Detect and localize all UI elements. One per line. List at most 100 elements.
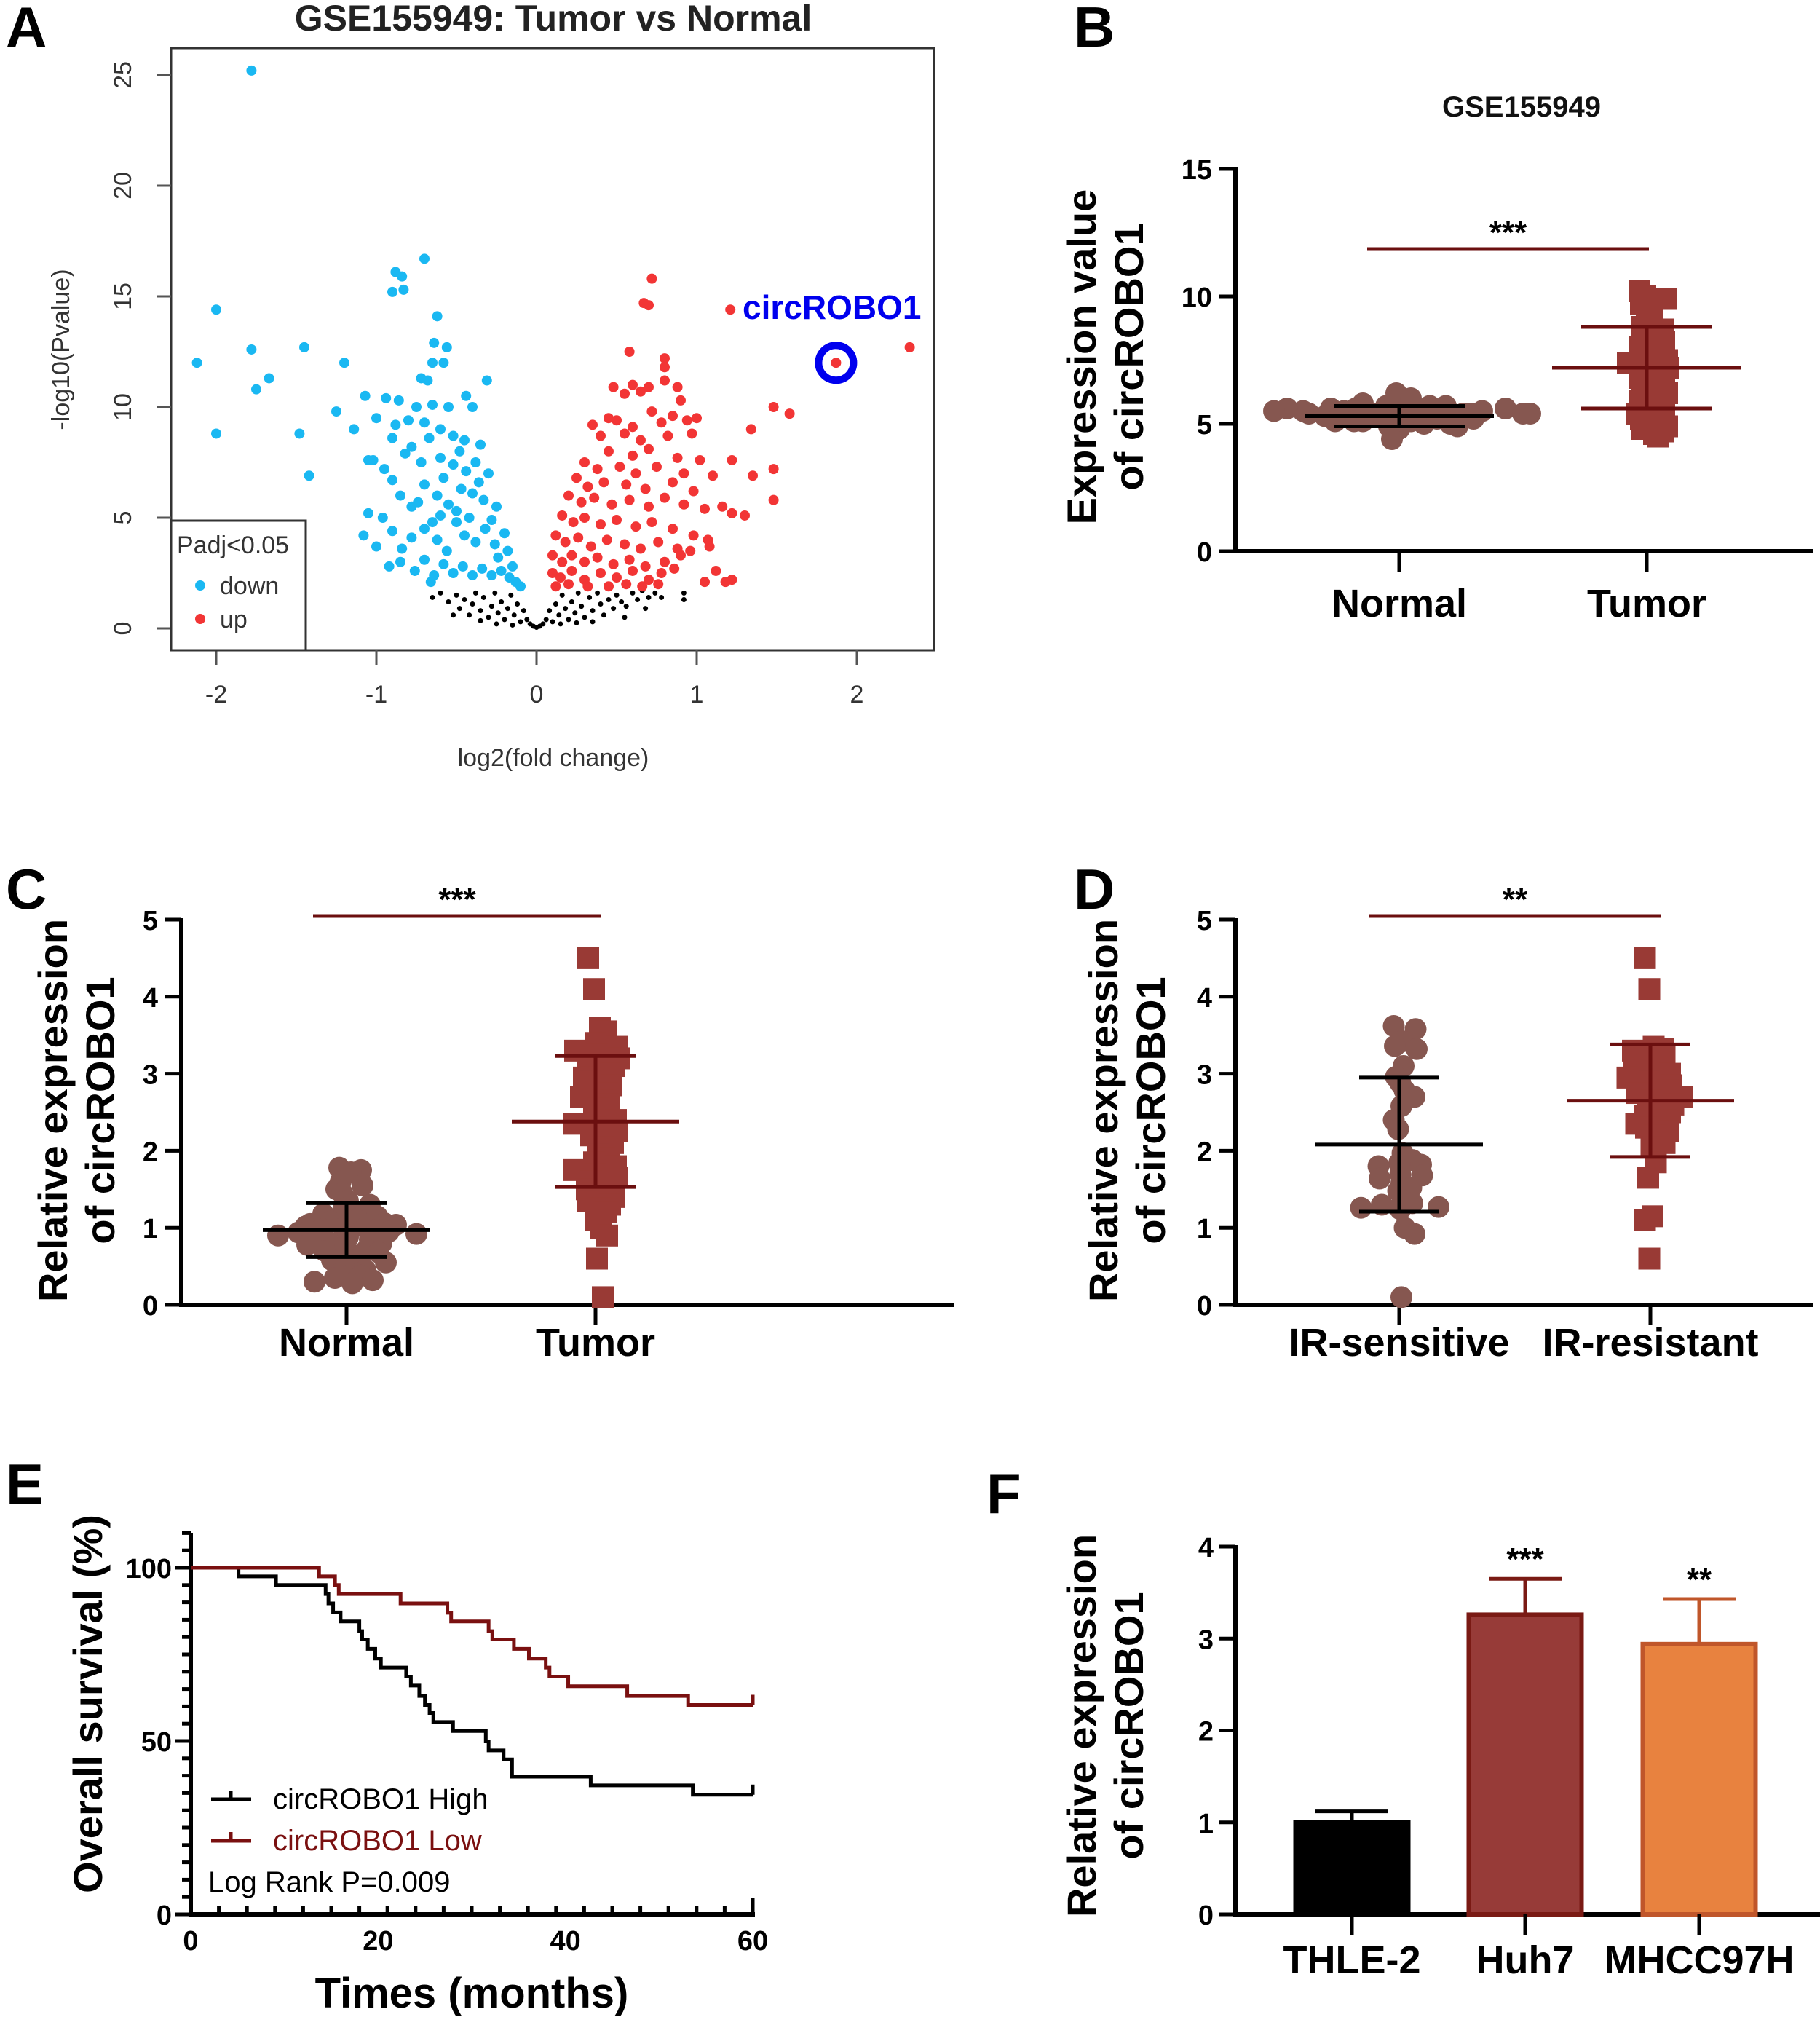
bar-huh7	[1466, 1612, 1584, 1917]
up-point	[628, 565, 638, 576]
down-point	[427, 358, 438, 368]
up-point	[624, 554, 635, 565]
up-point	[660, 492, 670, 503]
up-point	[628, 422, 638, 433]
panel-letter-b: B	[1074, 0, 1115, 59]
ns-point	[587, 594, 593, 600]
ns-point	[622, 615, 628, 620]
up-point	[604, 413, 614, 424]
y-tick-label: 5	[109, 511, 137, 525]
down-point	[419, 479, 430, 490]
up-point	[678, 499, 689, 510]
ns-point	[518, 619, 523, 625]
up-point	[652, 462, 662, 473]
down-point	[486, 570, 497, 581]
down-point	[435, 452, 446, 463]
data-point-circle	[1519, 403, 1541, 425]
up-point	[592, 552, 603, 563]
down-point	[483, 468, 494, 479]
legend-box	[170, 519, 307, 652]
survival-curve-low	[191, 1566, 753, 1707]
x-tick-label: 40	[550, 1926, 581, 1957]
up-point	[573, 532, 584, 543]
up-point	[711, 565, 721, 576]
x-tick-label: 0	[183, 1926, 198, 1957]
significance-stars: ***	[1489, 215, 1527, 250]
ns-point	[456, 606, 462, 612]
up-point	[547, 568, 558, 578]
down-point	[470, 537, 481, 548]
up-point	[636, 435, 646, 446]
ns-point	[566, 617, 571, 623]
data-point-circle	[304, 1271, 325, 1293]
ns-point	[606, 596, 612, 602]
down-point	[443, 499, 454, 510]
panel-e-x-label: Times (months)	[315, 1970, 629, 2017]
down-point	[441, 545, 452, 556]
up-point	[628, 450, 638, 461]
data-point-square	[583, 978, 605, 1000]
panel-b-dot-plot: GSE155949 Expression value of circROBO1 …	[1059, 91, 1813, 625]
down-point	[299, 342, 309, 352]
ns-point	[559, 592, 565, 598]
up-point	[608, 558, 619, 569]
up-point	[637, 581, 648, 592]
ns-point	[652, 590, 658, 596]
x-tick-label: 60	[737, 1926, 768, 1957]
y-tick-label: 0	[157, 1900, 172, 1931]
data-point-square	[1634, 1209, 1656, 1231]
down-point	[403, 415, 414, 426]
ns-point	[579, 604, 585, 609]
panel-e-y-label: Overall survival (%)	[65, 1515, 111, 1893]
up-point	[646, 273, 657, 284]
down-point	[419, 524, 430, 534]
y-tick-label: 3	[1198, 1625, 1214, 1655]
up-point	[624, 494, 635, 505]
panel-c-plot-area: 0 1 2 3 4 5 Normal Tumor ***	[143, 882, 954, 1365]
data-point-square	[592, 1286, 614, 1308]
ns-point	[643, 606, 649, 612]
ns-point	[467, 612, 472, 618]
ns-point	[623, 604, 629, 609]
up-point	[612, 415, 622, 426]
y-tick-label: 0	[143, 1291, 158, 1322]
down-point	[387, 433, 397, 443]
down-point	[400, 448, 411, 459]
up-point	[676, 395, 686, 406]
data-point-square	[1647, 425, 1669, 448]
up-point	[717, 501, 728, 512]
ns-point	[521, 608, 526, 614]
y-tick-label: 10	[109, 393, 137, 421]
down-point	[379, 464, 389, 475]
panel-letter-c: C	[6, 857, 47, 921]
panel-f-plot-area: 0 1 2 3 4 THLE-2 Huh7 *** MHCC97H **	[1198, 1533, 1820, 1982]
up-point	[620, 539, 630, 550]
panel-b-title: GSE155949	[1442, 91, 1601, 123]
category-label: IR-sensitive	[1289, 1321, 1509, 1365]
x-tick-label: -1	[365, 681, 387, 708]
up-point	[604, 581, 614, 592]
up-point	[636, 386, 646, 397]
x-tick-label: -2	[205, 681, 227, 708]
down-point	[499, 528, 510, 539]
y-tick-label: 20	[109, 172, 137, 200]
up-point	[688, 486, 699, 497]
up-point	[672, 452, 683, 463]
down-point	[398, 284, 409, 295]
up-point	[740, 510, 750, 521]
up-point	[704, 541, 715, 552]
up-point	[557, 510, 568, 521]
down-point	[475, 439, 486, 450]
panel-c-dot-plot: Relative expression of circROBO1 0 1 2 3 4 5 N…	[30, 882, 954, 1365]
up-point	[656, 568, 667, 578]
down-point	[496, 565, 507, 576]
category-label: Tumor	[536, 1321, 655, 1365]
panel-f-y-label-line1: Relative expression	[1059, 1534, 1104, 1917]
up-point	[640, 483, 651, 494]
up-point	[660, 362, 670, 373]
bar-thle-2	[1293, 1820, 1411, 1917]
down-point	[368, 454, 379, 465]
data-point-circle	[1352, 392, 1374, 414]
down-point	[448, 430, 459, 441]
down-point	[432, 311, 443, 322]
